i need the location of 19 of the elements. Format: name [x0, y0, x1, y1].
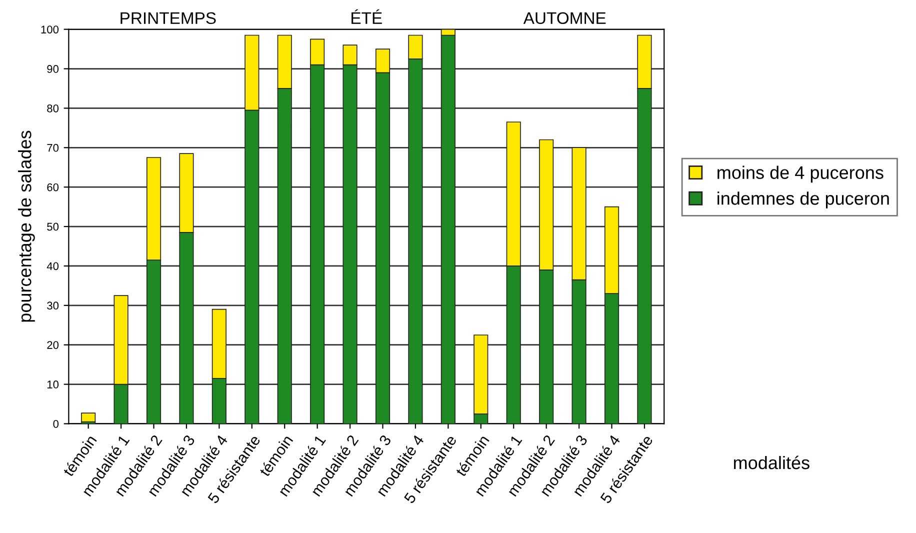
- text: ÉTÉ: [352, 9, 382, 24]
- y-tick-label: 10: [47, 380, 59, 388]
- y-tick-label: 70: [47, 144, 59, 152]
- y-tick-label: 20: [47, 341, 59, 349]
- y-tick-label: 50: [47, 222, 59, 231]
- y-tick-label: 80: [47, 104, 59, 112]
- text: PRINTEMPS: [120, 12, 216, 24]
- y-tick-label: 60: [47, 183, 59, 192]
- text: AUTOMNE: [523, 12, 606, 24]
- legend-label: indemnes de puceron: [718, 192, 889, 208]
- y-tick-label: 100: [41, 26, 59, 34]
- y-tick-label: 0: [53, 420, 59, 428]
- y-tick-label: 90: [47, 65, 59, 73]
- legend-label: moins de 4 pucerons: [718, 166, 884, 183]
- y-axis-title: pourcentage de salades: [18, 130, 35, 322]
- y-tick-label: 40: [46, 262, 59, 270]
- bar: [81, 412, 96, 422]
- y-tick-label: 30: [47, 302, 59, 310]
- x-axis-title: modalités: [734, 456, 810, 470]
